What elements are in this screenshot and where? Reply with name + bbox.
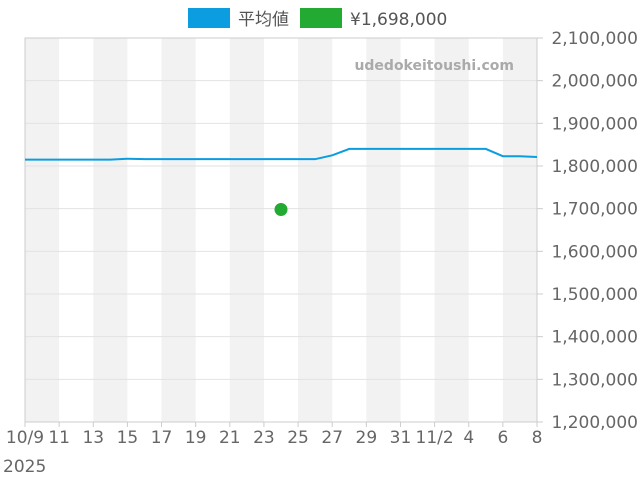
y-tick-label: 1,800,000 xyxy=(551,157,638,177)
x-tick-label: 17 xyxy=(151,428,173,448)
x-axis: 10/9 11 13 15 17 19 21 23 25 27 29 31 11/2 4 6 8 xyxy=(6,422,543,448)
x-tick-label: 21 xyxy=(219,428,241,448)
watermark: udedokeitoushi.com xyxy=(354,58,514,74)
x-tick-label: 13 xyxy=(82,428,104,448)
x-tick-label: 25 xyxy=(287,428,309,448)
band xyxy=(161,38,196,422)
x-year-label: 2025 xyxy=(3,457,46,477)
legend[interactable]: 平均値 ¥1,698,000 xyxy=(188,8,447,30)
x-tick-label: 23 xyxy=(253,428,275,448)
x-tick-label: 11 xyxy=(48,428,70,448)
y-tick-label: 1,600,000 xyxy=(551,242,638,262)
y-tick-label: 2,100,000 xyxy=(551,29,638,49)
band xyxy=(366,38,401,422)
series-layer xyxy=(25,147,538,217)
y-tick-label: 2,000,000 xyxy=(551,72,638,92)
x-tick-label: 8 xyxy=(532,428,543,448)
x-tick-label: 15 xyxy=(117,428,139,448)
y-tick-label: 1,300,000 xyxy=(551,370,638,390)
band xyxy=(502,38,537,422)
y-tick-label: 1,900,000 xyxy=(551,114,638,134)
x-tick-label: 27 xyxy=(321,428,343,448)
band xyxy=(25,38,60,422)
x-tick-label: 29 xyxy=(356,428,378,448)
band xyxy=(434,38,469,422)
weekly-bands xyxy=(25,38,537,422)
price-point[interactable] xyxy=(274,203,288,217)
band xyxy=(93,38,128,422)
x-tick-label: 6 xyxy=(497,428,508,448)
x-tick-label: 19 xyxy=(185,428,207,448)
legend-label-average[interactable]: 平均値 xyxy=(238,10,289,30)
y-tick-label: 1,500,000 xyxy=(551,285,638,305)
legend-swatch-price[interactable] xyxy=(300,8,342,28)
y-tick-label: 1,200,000 xyxy=(551,413,638,433)
y-tick-label: 1,700,000 xyxy=(551,200,638,220)
band xyxy=(229,38,264,422)
legend-swatch-average[interactable] xyxy=(188,8,230,28)
average-line[interactable] xyxy=(25,147,538,161)
band xyxy=(298,38,333,422)
x-tick-label: 31 xyxy=(390,428,412,448)
x-tick-label: 10/9 xyxy=(6,428,44,448)
legend-label-price[interactable]: ¥1,698,000 xyxy=(350,10,447,30)
x-tick-label: 11/2 xyxy=(416,428,454,448)
y-axis: 2,100,000 2,000,000 1,900,000 1,800,000 1,70… xyxy=(537,29,638,433)
plot-border xyxy=(24,37,538,423)
y-tick-label: 1,400,000 xyxy=(551,328,638,348)
x-tick-label: 4 xyxy=(463,428,474,448)
